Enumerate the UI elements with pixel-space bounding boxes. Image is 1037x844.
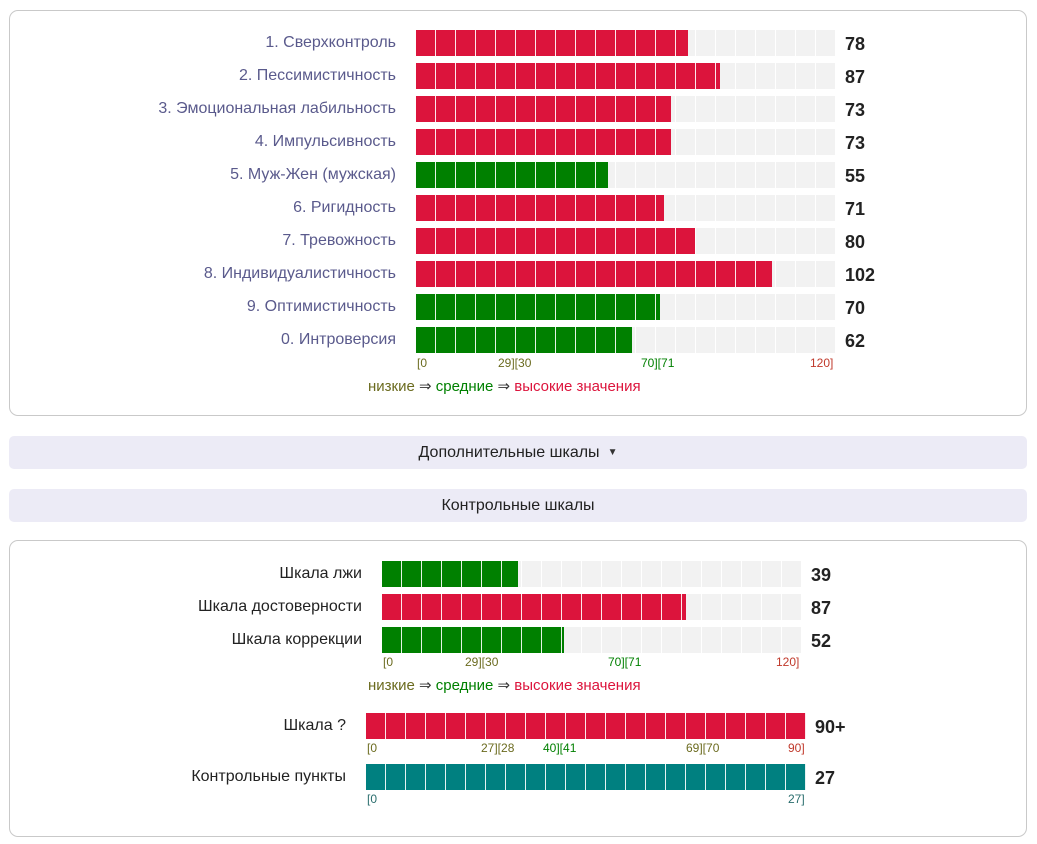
- tick-120: 120]: [810, 356, 834, 370]
- control-scale-bar-fill: [382, 594, 686, 620]
- tick-70-71: 70][71: [608, 655, 642, 669]
- scale-bar-fill: [416, 30, 689, 56]
- scale-value: 55: [845, 166, 866, 186]
- scale-value: 62: [845, 331, 866, 351]
- scale-bar-fill: [416, 96, 671, 122]
- tick-120: 120]: [776, 655, 800, 669]
- legend-low: низкие: [368, 677, 415, 694]
- control-scale-value: 39: [811, 565, 832, 585]
- scale-bar: [416, 195, 835, 221]
- legend-low: низкие: [368, 378, 415, 395]
- tick-0: [0: [367, 792, 378, 806]
- scale-bar: [416, 261, 835, 287]
- scale-bar: [416, 327, 835, 353]
- control-scales-label: Контрольные шкалы: [441, 496, 595, 514]
- scale-label: 3. Эмоциональная лабильность: [158, 100, 396, 117]
- scale-bar-fill: [416, 294, 661, 320]
- tick-27: 27]: [788, 792, 805, 806]
- scale-label: 5. Муж-Жен (мужская): [230, 166, 396, 183]
- tick-40-41: 40][41: [543, 741, 577, 755]
- control-points-bar: [366, 764, 806, 790]
- question-scale-value: 90+: [815, 717, 846, 737]
- scale-bar: [416, 129, 835, 155]
- control-scale-value: 52: [811, 631, 832, 651]
- legend-mid: средние: [435, 378, 494, 395]
- legend-arrow: ⇒: [414, 378, 436, 395]
- tick-29-30: 29][30: [498, 356, 532, 370]
- control-scale-value: 87: [811, 598, 832, 618]
- scale-value: 71: [845, 199, 866, 219]
- scale-value: 102: [845, 265, 876, 285]
- control-points-value: 27: [815, 768, 836, 788]
- control-legend: низкие ⇒ средние ⇒ высокие значения: [368, 677, 641, 695]
- scale-bar-fill: [416, 327, 633, 353]
- legend-arrow: ⇒: [493, 677, 515, 694]
- control-scale-label: Шкала коррекции: [231, 631, 362, 648]
- control-points-label: Контрольные пункты: [191, 768, 346, 785]
- scale-bar: [416, 228, 835, 254]
- scale-label: 0. Интроверсия: [281, 331, 396, 348]
- scale-value: 87: [845, 67, 866, 87]
- scale-label: 1. Сверхконтроль: [265, 34, 396, 51]
- caret-down-icon: ▼: [607, 447, 618, 458]
- scale-bar-fill: [416, 63, 720, 89]
- extra-scales-label: Дополнительные шкалы: [418, 443, 600, 461]
- scale-bar: [416, 63, 835, 89]
- scale-bar: [416, 162, 835, 188]
- scale-label: 7. Тревожность: [282, 232, 396, 249]
- tick-70-71: 70][71: [641, 356, 675, 370]
- tick-69-70: 69][70: [686, 741, 720, 755]
- legend-high: высокие значения: [514, 677, 641, 694]
- scale-value: 73: [845, 133, 866, 153]
- scale-label: 6. Ригидность: [293, 199, 396, 216]
- control-points-fill: [366, 764, 806, 790]
- scale-label: 9. Оптимистичность: [246, 298, 396, 315]
- tick-90: 90]: [788, 741, 805, 755]
- legend-mid: средние: [435, 677, 494, 694]
- scale-value: 78: [845, 34, 866, 54]
- control-scale-label: Шкала лжи: [279, 565, 362, 582]
- control-scale-bar: [382, 594, 801, 620]
- control-scale-bar: [382, 561, 801, 587]
- control-scale-bar-fill: [382, 627, 564, 653]
- legend-arrow: ⇒: [493, 378, 515, 395]
- scale-value: 80: [845, 232, 866, 252]
- scale-value: 73: [845, 100, 866, 120]
- scale-bar-fill: [416, 261, 773, 287]
- scale-label: 8. Индивидуалистичность: [203, 265, 396, 282]
- control-scale-bar-fill: [382, 561, 519, 587]
- tick-0: [0: [367, 741, 378, 755]
- scale-label: 4. Импульсивность: [254, 133, 396, 150]
- tick-29-30: 29][30: [465, 655, 499, 669]
- control-scale-bar: [382, 627, 801, 653]
- scale-bar-fill: [416, 228, 696, 254]
- question-scale-label: Шкала ?: [283, 717, 347, 734]
- question-scale-fill: [366, 713, 806, 739]
- legend-arrow: ⇒: [414, 677, 436, 694]
- main-legend: низкие ⇒ средние ⇒ высокие значения: [368, 378, 641, 396]
- legend-high: высокие значения: [514, 378, 641, 395]
- scale-bar-fill: [416, 162, 609, 188]
- tick-0: [0: [383, 655, 394, 669]
- control-scales-header: Контрольные шкалы: [9, 489, 1027, 522]
- scale-bar: [416, 30, 835, 56]
- scale-bar: [416, 96, 835, 122]
- tick-27-28: 27][28: [481, 741, 515, 755]
- scale-bar: [416, 294, 835, 320]
- scale-bar-fill: [416, 195, 664, 221]
- scale-label: 2. Пессимистичность: [238, 67, 396, 84]
- control-scale-label: Шкала достоверности: [198, 598, 362, 615]
- scale-bar-fill: [416, 129, 671, 155]
- question-scale-bar: [366, 713, 806, 739]
- extra-scales-toggle[interactable]: Дополнительные шкалы ▼: [9, 436, 1027, 469]
- tick-0: [0: [417, 356, 428, 370]
- scale-value: 70: [845, 298, 866, 318]
